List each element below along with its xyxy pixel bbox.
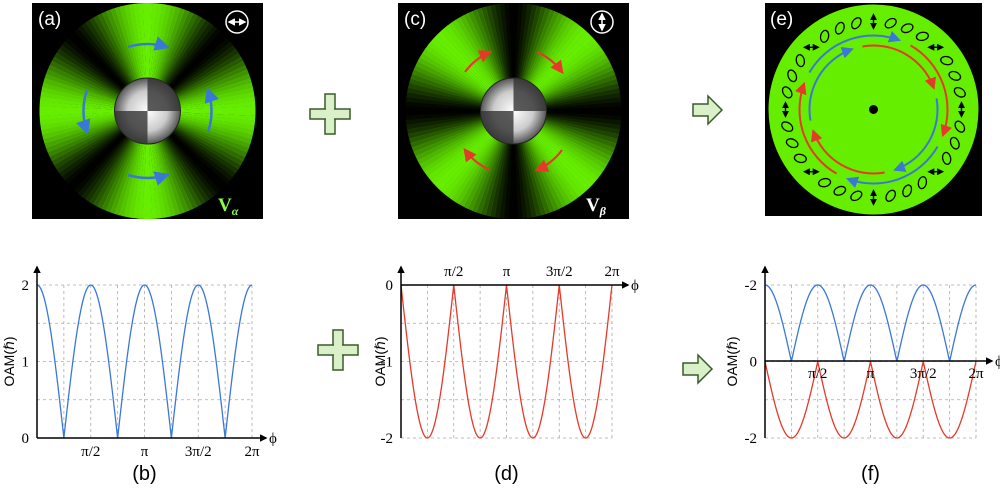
hub-a <box>114 77 181 145</box>
x-tick-label: 3π/2 <box>546 264 573 280</box>
blue-arrow <box>204 87 219 133</box>
y-tick-label: -2 <box>745 431 758 447</box>
red-arrow <box>795 81 838 175</box>
red-arrow <box>534 149 563 172</box>
field-label-a: Vα <box>218 195 239 218</box>
y-tick-label: 0 <box>750 355 758 371</box>
polarization-ring <box>781 13 966 206</box>
y-tick-label: 2 <box>22 278 30 294</box>
red-arrow <box>909 44 952 138</box>
y-tick-label: -2 <box>381 431 394 447</box>
chart-f: -2 0 -2 π/2 π 3π/2 2π ϕ OAM(ℏ) (f) <box>724 265 1000 485</box>
x-axis-label: ϕ <box>995 354 1000 370</box>
elliptical-polarization-mark <box>785 138 799 149</box>
series-line <box>764 284 977 362</box>
blue-arrow <box>127 36 170 51</box>
blue-arrow <box>808 47 854 121</box>
result-arrow <box>692 94 724 126</box>
elliptical-polarization-mark <box>850 17 862 30</box>
elliptical-polarization-mark <box>902 184 913 198</box>
elliptical-polarization-mark <box>781 121 794 133</box>
elliptical-polarization-mark <box>787 69 798 83</box>
red-arrow <box>862 44 936 90</box>
elliptical-polarization-mark <box>819 29 830 43</box>
red-arrow <box>811 129 885 175</box>
elliptical-polarization-mark <box>818 177 832 188</box>
x-tick-label: π/2 <box>81 444 100 460</box>
y-tick-label: 0 <box>386 278 394 294</box>
polarization-icon-horizontal <box>225 10 249 34</box>
blue-arrow <box>893 98 939 172</box>
y-axis-label: OAM(ℏ) <box>372 336 388 386</box>
elliptical-polarization-mark <box>915 31 929 42</box>
chart-caption: (b) <box>132 463 156 485</box>
elliptical-polarization-mark <box>940 55 954 66</box>
center-dot <box>869 105 878 114</box>
elliptical-polarization-mark <box>884 17 897 29</box>
series-line <box>36 284 253 439</box>
x-tick-label: 3π/2 <box>185 444 212 460</box>
hub-c <box>480 77 547 145</box>
chart-b: 2 1 0 π/2 π 3π/2 2π ϕ OAM(ℏ) (b) <box>1 265 277 485</box>
field-label-c: Vβ <box>586 195 607 218</box>
x-tick-label: 2π <box>244 444 260 460</box>
panel-label-e: (e) <box>770 9 793 30</box>
chart-caption: (f) <box>861 463 880 485</box>
elliptical-polarization-mark <box>953 86 966 98</box>
elliptical-polarization-mark <box>949 136 960 150</box>
elliptical-polarization-mark <box>885 189 897 202</box>
y-tick-label: -2 <box>745 278 758 294</box>
panel-e: (e) <box>765 3 982 216</box>
elliptical-polarization-mark <box>795 54 806 68</box>
elliptical-polarization-mark <box>917 176 928 190</box>
polarization-icon-vertical <box>590 10 614 34</box>
x-tick-label: π/2 <box>444 264 463 280</box>
elliptical-polarization-mark <box>834 21 845 35</box>
chart-caption: (d) <box>494 463 518 485</box>
x-tick-label: π <box>867 366 875 382</box>
panel-label-a: (a) <box>38 9 61 30</box>
result-arrow <box>682 353 714 385</box>
x-tick-label: π <box>503 264 511 280</box>
elliptical-polarization-mark <box>781 86 793 99</box>
blue-arrow <box>76 89 91 135</box>
blue-arrow <box>845 145 939 188</box>
x-tick-label: π <box>141 444 149 460</box>
red-arrow <box>464 50 493 73</box>
y-axis-label: OAM(ℏ) <box>724 336 740 386</box>
panel-a: (a) Vα <box>32 3 263 219</box>
red-arrow <box>463 147 491 172</box>
elliptical-polarization-mark <box>850 190 863 202</box>
elliptical-polarization-mark <box>948 70 962 81</box>
y-tick-label: 1 <box>22 355 30 371</box>
elliptical-polarization-mark <box>941 151 952 165</box>
chart-d: 0 -1 -2 π/2 π 3π/2 2π ϕ OAM(ℏ) (d) <box>372 264 639 485</box>
y-tick-label: 0 <box>22 431 30 447</box>
blue-arrow <box>127 171 170 186</box>
elliptical-polarization-mark <box>954 120 966 133</box>
blue-arrow <box>808 31 902 74</box>
panel-label-c: (c) <box>404 9 426 30</box>
plus-operator <box>309 93 351 135</box>
x-tick-label: 2π <box>604 264 620 280</box>
x-tick-label: 3π/2 <box>910 366 937 382</box>
elliptical-polarization-mark <box>900 23 914 34</box>
x-tick-label: 2π <box>968 366 984 382</box>
x-axis-label: ϕ <box>269 431 277 447</box>
y-axis-label: OAM(ℏ) <box>1 336 17 386</box>
red-arrow <box>536 50 564 75</box>
panel-c: (c) Vβ <box>398 3 629 219</box>
x-axis-label: ϕ <box>631 278 639 294</box>
x-tick-label: π/2 <box>808 366 827 382</box>
y-tick-label: -1 <box>381 355 394 371</box>
elliptical-polarization-mark <box>833 185 847 196</box>
plus-operator <box>317 329 359 371</box>
elliptical-polarization-mark <box>793 153 807 164</box>
